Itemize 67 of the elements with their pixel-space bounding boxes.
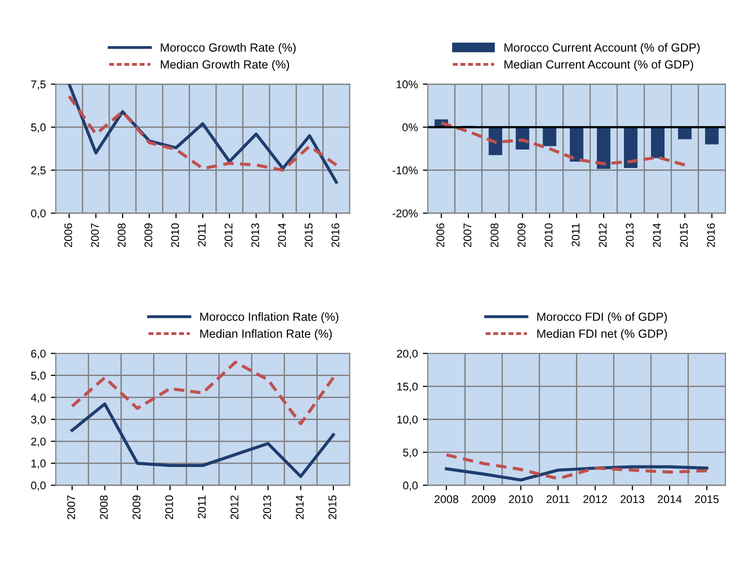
y-tick-label: 10% <box>396 80 418 88</box>
legend-label: Morocco Inflation Rate (%) <box>200 312 338 324</box>
x-tick-label: 2008 <box>434 495 458 504</box>
x-tick-label: 2011 <box>572 223 580 246</box>
y-tick-label: 2,5 <box>31 166 46 176</box>
y-tick-label: 0,0 <box>31 209 46 219</box>
x-tick-label: 2013 <box>626 223 634 248</box>
y-tick-label: 2,0 <box>31 438 46 447</box>
x-tick-label: 2011 <box>198 496 206 518</box>
x-tick-label: 2010 <box>171 223 180 248</box>
y-tick-label: 10,0 <box>397 416 418 425</box>
x-tick-label: 2007 <box>463 223 472 248</box>
x-tick-label: 2012 <box>224 223 232 248</box>
y-tick-label: 20,0 <box>397 350 418 359</box>
y-tick-label: -10% <box>392 166 418 174</box>
legend-label: Median FDI net (% GDP) <box>537 329 667 340</box>
x-tick-label: 2009 <box>144 223 152 248</box>
legend-label: Median Current Account (% of GDP) <box>504 60 694 71</box>
y-tick-label: 7,5 <box>31 80 46 90</box>
x-tick-label: 2008 <box>100 495 108 520</box>
y-tick-label: 5,0 <box>31 123 46 133</box>
x-tick-label: 2006 <box>64 223 72 248</box>
x-tick-label: 2012 <box>583 495 607 504</box>
x-tick-label: 2007 <box>67 496 76 520</box>
x-tick-label: 2015 <box>680 223 688 248</box>
x-tick-label: 2007 <box>90 223 99 248</box>
y-tick-label: 4,0 <box>30 394 46 403</box>
x-tick-label: 2014 <box>658 495 682 504</box>
x-tick-label: 2012 <box>230 496 238 520</box>
legend-label: Morocco FDI (% of GDP) <box>537 312 667 324</box>
x-tick-label: 2011 <box>198 223 206 246</box>
legend-label: Morocco Growth Rate (%) <box>160 43 296 54</box>
x-tick-label: 2015 <box>304 223 313 248</box>
y-tick-label: 0,0 <box>31 482 46 491</box>
y-tick-label: 1,0 <box>31 460 46 469</box>
x-tick-label: 2009 <box>472 495 496 504</box>
y-tick-label: 5,0 <box>31 372 46 381</box>
x-tick-label: 2013 <box>263 495 272 520</box>
x-tick-label: 2014 <box>278 223 286 248</box>
y-tick-label: -20% <box>392 209 418 218</box>
x-tick-label: 2014 <box>296 495 304 520</box>
x-tick-label: 2013 <box>620 495 644 504</box>
y-tick-label: 3,0 <box>31 416 46 425</box>
y-tick-label: 5,0 <box>403 448 418 458</box>
x-tick-label: 2012 <box>598 223 607 248</box>
x-tick-label: 2015 <box>328 495 336 520</box>
legend-label: Median Inflation Rate (%) <box>200 329 332 340</box>
y-tick-label: 15,0 <box>397 382 418 392</box>
x-tick-label: 2010 <box>165 495 174 520</box>
x-tick-label: 2009 <box>132 496 140 520</box>
x-tick-label: 2010 <box>509 495 533 504</box>
y-tick-label: 0% <box>402 123 418 132</box>
x-tick-label: 2006 <box>436 223 444 248</box>
x-tick-label: 2014 <box>652 223 661 248</box>
legend-label: Median Growth Rate (%) <box>160 60 290 71</box>
legend-label: Morocco Current Account (% of GDP) <box>504 43 700 54</box>
x-tick-label: 2009 <box>518 223 526 248</box>
x-tick-label: 2010 <box>544 223 553 248</box>
x-tick-label: 2016 <box>706 223 715 248</box>
x-tick-label: 2013 <box>251 223 260 248</box>
x-tick-label: 2008 <box>490 223 498 248</box>
x-tick-label: 2011 <box>546 495 570 504</box>
x-tick-label: 2008 <box>118 223 126 248</box>
x-tick-label: 2015 <box>695 495 719 504</box>
x-tick-label: 2016 <box>331 223 340 248</box>
y-tick-label: 0,0 <box>403 482 418 491</box>
y-tick-label: 6,0 <box>31 350 46 359</box>
